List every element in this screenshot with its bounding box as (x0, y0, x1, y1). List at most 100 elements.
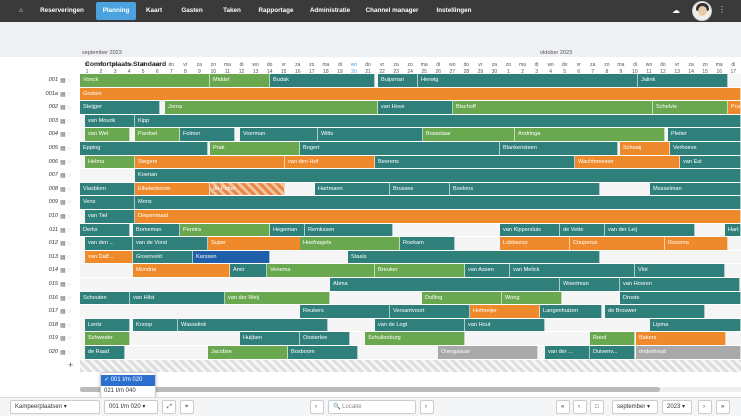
reservation-bar[interactable]: Remkssen (305, 223, 393, 237)
reservation-bar[interactable]: Bischoff (453, 101, 653, 114)
row-label[interactable]: 017 (48, 308, 58, 315)
reservation-bar[interactable]: van Hout (465, 318, 545, 332)
row-calendar-comment-icon[interactable]: ▦ ◌ (60, 186, 71, 193)
reservation-bar[interactable]: Pardoel (135, 128, 180, 141)
reservation-bar[interactable]: Schuilenburg (365, 332, 465, 345)
horizontal-scrollbar[interactable] (80, 387, 741, 392)
row-calendar-comment-icon[interactable]: ▦ ◌ (60, 282, 71, 288)
row-calendar-comment-icon[interactable]: ▦ ◌ (60, 227, 71, 234)
reservation-bar[interactable]: Vlot (635, 264, 725, 277)
reservation-bar[interactable]: de Raad (85, 346, 125, 359)
reservation-bar[interactable]: Huijben (240, 332, 300, 345)
reservation-bar[interactable]: van Hove (378, 101, 453, 114)
reservation-bar[interactable]: Gruben (80, 87, 741, 101)
reservation-bar[interactable]: Amir (230, 264, 267, 277)
nav-item-kaart[interactable]: Kaart (145, 7, 163, 14)
nav-item-administratie[interactable]: Administratie (309, 7, 351, 14)
row-calendar-comment-icon[interactable]: ▦ ◌ (60, 241, 71, 248)
reservation-bar[interactable]: Hofmeijer (470, 305, 540, 318)
nav-item-instellingen[interactable]: Instellingen (436, 7, 472, 14)
reservation-bar[interactable]: de Putter (210, 182, 285, 196)
reservation-bar[interactable]: de Brouwer (605, 305, 705, 318)
reservation-bar[interactable]: Pozz (728, 101, 741, 114)
reservation-bar[interactable]: onderhoud (636, 346, 741, 359)
prev-location-button[interactable]: ‹ (310, 400, 324, 414)
reservation-bar[interactable]: van der ... (545, 346, 590, 359)
reservation-bar[interactable]: Helma (85, 155, 135, 169)
reservation-bar[interactable]: van Kippersluis (500, 223, 560, 237)
reservation-bar[interactable]: van de Vorst (133, 237, 208, 250)
category-select[interactable]: Kampeerplaatsen ▾ (10, 400, 100, 414)
reservation-bar[interactable]: Boelens (450, 182, 600, 196)
reservation-bar[interactable]: Wachtmeester (575, 155, 680, 169)
reservation-bar[interactable]: Versantvoort (390, 305, 470, 318)
row-label[interactable]: 011 (49, 226, 58, 233)
row-calendar-comment-icon[interactable]: ▦ ◌ (60, 322, 71, 329)
reservation-bar[interactable]: Schweder (85, 332, 130, 345)
dropdown-option-1[interactable]: ✓ 001 t/m 020 (101, 375, 155, 386)
row-label[interactable]: 020 (48, 349, 58, 355)
reservation-bar[interactable]: van Wel (85, 128, 130, 141)
reservation-bar[interactable]: Middel (210, 74, 270, 87)
row-calendar-comment-icon[interactable]: ▦ ◌ (60, 309, 71, 316)
next-page-button[interactable]: › (698, 400, 712, 414)
reservation-bar[interactable]: van Melick (510, 264, 635, 277)
reservation-bar[interactable]: Hoefnagels (300, 237, 400, 250)
row-label[interactable]: 004 (48, 131, 58, 138)
reservation-bar[interactable]: Derks (80, 223, 130, 237)
month-select[interactable]: september ▾ (612, 400, 658, 414)
expand-icon[interactable]: ⤢ (162, 400, 176, 414)
reservation-bar[interactable]: Rosema (665, 237, 728, 250)
reservation-bar[interactable]: Duivenv... (590, 346, 635, 359)
row-label[interactable]: 001a (45, 90, 58, 97)
reservation-bar[interactable]: Rood (590, 332, 635, 345)
next-location-button[interactable]: › (420, 400, 434, 414)
kebab-menu-icon[interactable]: ⋮ (718, 5, 726, 14)
add-row-icon[interactable]: + (68, 359, 74, 370)
reservation-bar[interactable]: van der Weij (225, 291, 330, 305)
nav-item-taken[interactable]: Taken (223, 7, 241, 14)
reservation-bar[interactable]: Vonck (80, 74, 210, 87)
row-label[interactable]: 014 (48, 267, 58, 274)
reservation-bar[interactable]: Hegeman (270, 223, 305, 237)
row-label[interactable]: 018 (48, 321, 58, 328)
prev-page-button[interactable]: ‹ (573, 400, 587, 414)
row-calendar-comment-icon[interactable]: ▦ ◌ (60, 132, 71, 139)
locate-icon[interactable]: ⌖ (180, 400, 194, 414)
nav-item-reserveringen[interactable]: Reserveringen (40, 7, 84, 14)
reservation-bar[interactable]: Mondria (133, 264, 230, 277)
row-label[interactable]: 002 (48, 104, 58, 111)
reservation-bar[interactable]: Abma (330, 278, 560, 291)
reservation-bar[interactable]: Overgaauw (438, 346, 538, 359)
row-calendar-comment-icon[interactable]: ▦ ◌ (60, 105, 71, 112)
row-calendar-comment-icon[interactable]: ▦ ◌ (60, 159, 71, 166)
reservation-bar[interactable]: van Hilst (130, 291, 225, 305)
reservation-bar[interactable]: Jacobse (208, 346, 288, 359)
reservation-bar[interactable]: van den ... (85, 237, 133, 250)
reservation-bar[interactable]: van der Leij (605, 223, 695, 237)
reservation-bar[interactable]: van Mourik (85, 114, 135, 128)
reservation-bar[interactable]: Super (208, 237, 303, 250)
range-select[interactable]: 001 t/m 020 ▾ (104, 400, 158, 414)
reservation-bar[interactable]: Brussee (390, 182, 450, 196)
reservation-bar[interactable]: Hartmann (315, 182, 390, 196)
cloud-download-icon[interactable]: ☁ (672, 6, 680, 15)
reservation-bar[interactable]: Budak (270, 74, 375, 87)
reservation-bar[interactable]: Hart (725, 223, 741, 237)
reservation-bar[interactable]: Blankensteen (500, 142, 618, 155)
reservation-bar[interactable]: Couperus (570, 237, 665, 250)
row-label[interactable]: 003 (48, 117, 58, 124)
reservation-bar[interactable]: Schouten (80, 291, 130, 305)
reservation-bar[interactable]: Karssen (193, 250, 270, 264)
year-select[interactable]: 2023 ▾ (662, 400, 692, 414)
reservation-bar[interactable]: van de Logt (375, 318, 465, 332)
reservation-bar[interactable]: Lentz (85, 318, 130, 332)
row-label[interactable]: 006 (48, 158, 58, 165)
reservation-bar[interactable]: Lobbezoo (500, 237, 570, 250)
row-calendar-comment-icon[interactable]: ▦ ◌ (60, 268, 71, 275)
row-calendar-comment-icon[interactable]: ▦ ◌ (60, 295, 71, 302)
reservation-bar[interactable]: Staals (348, 250, 600, 264)
reservation-bar[interactable]: Bosselaar (423, 128, 515, 141)
reservation-bar[interactable]: Herwig (418, 74, 638, 87)
scrollbar-thumb[interactable] (80, 387, 660, 392)
